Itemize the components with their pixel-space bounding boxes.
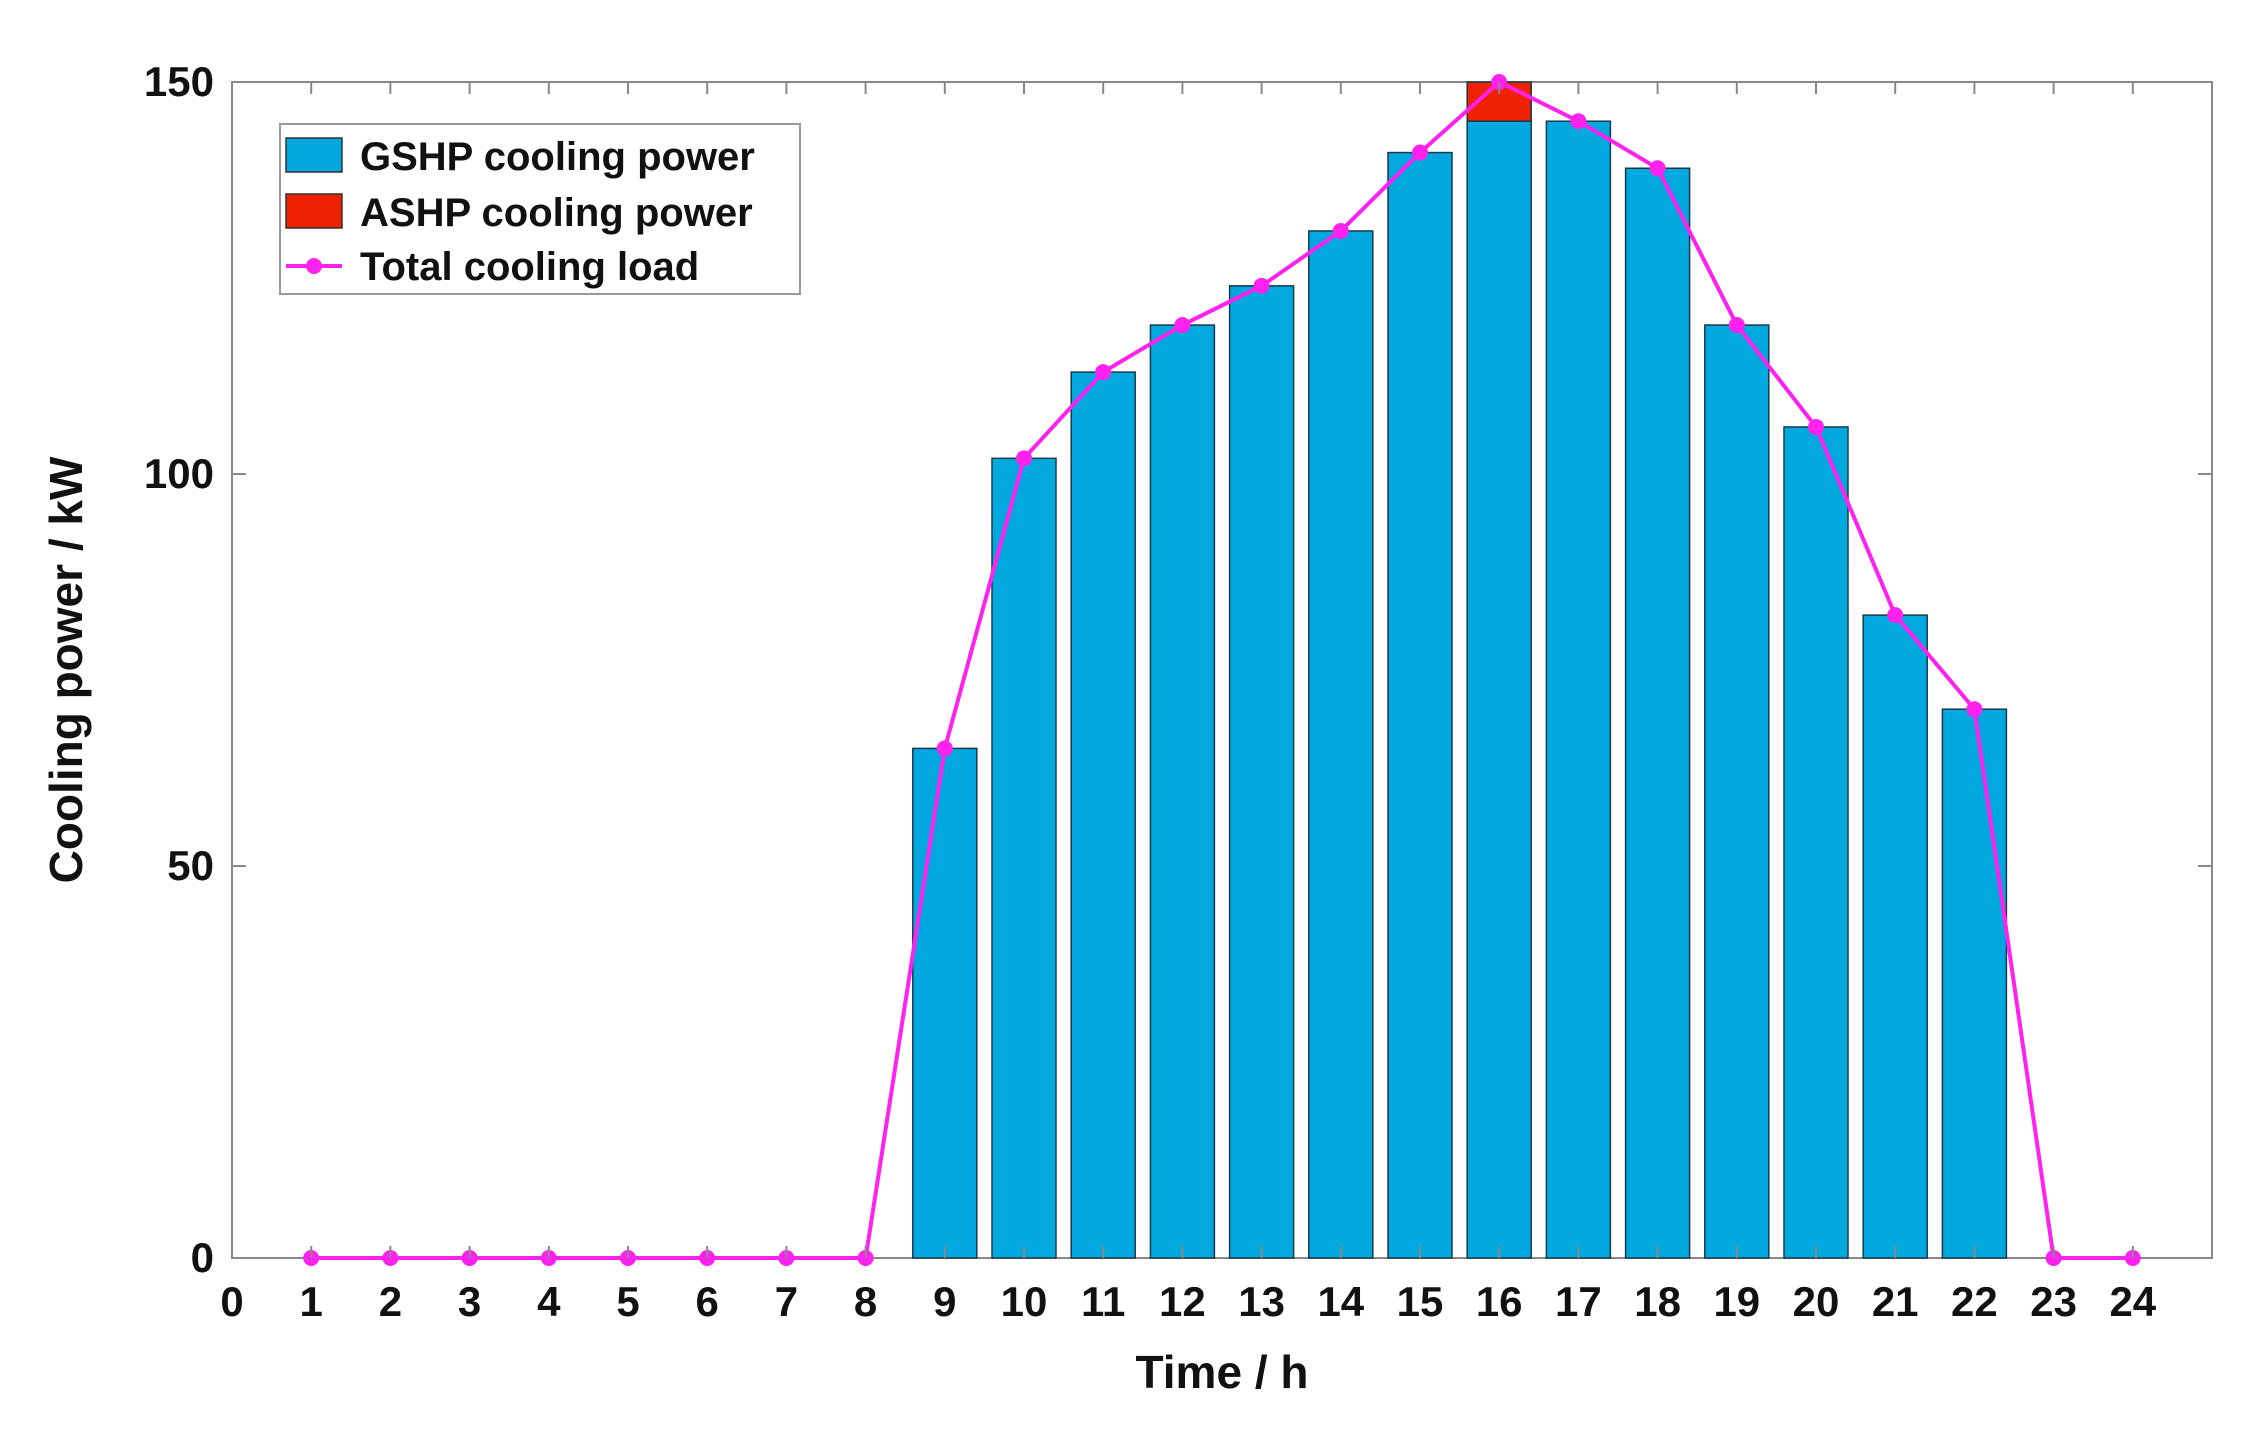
x-tick-label-3: 3 [458, 1278, 481, 1325]
bar-gshp-10 [991, 457, 1057, 1259]
tick-labels: 0 1 2 3 4 5 6 7 8 9 10 11 12 13 14 15 16 17 18 19 20 21 22 23 24… [144, 58, 2157, 1325]
x-tick-label-23: 23 [2030, 1278, 2077, 1325]
legend-swatch-gshp [285, 137, 343, 173]
bar-gshp-20 [1783, 426, 1849, 1259]
y-axis-title: Cooling power / kW [40, 456, 92, 883]
x-tick-label-18: 18 [1634, 1278, 1681, 1325]
x-tick-label-9: 9 [933, 1278, 956, 1325]
legend-swatch-ashp [285, 193, 343, 229]
x-tick-label-8: 8 [854, 1278, 877, 1325]
y-tick-label-50: 50 [167, 842, 214, 889]
x-tick-label-2: 2 [379, 1278, 402, 1325]
x-tick-label-22: 22 [1951, 1278, 1998, 1325]
x-tick-label-7: 7 [775, 1278, 798, 1325]
bar-gshp-22 [1941, 708, 2008, 1259]
total-load-point-21 [1887, 607, 1904, 624]
total-load-point-11 [1095, 364, 1112, 381]
legend-label-ashp: ASHP cooling power [360, 191, 753, 235]
x-tick-label-24: 24 [2109, 1278, 2156, 1325]
x-tick-label-10: 10 [1001, 1278, 1048, 1325]
total-load-point-15 [1412, 144, 1428, 161]
total-load-point-9 [936, 740, 953, 757]
x-tick-label-0: 0 [220, 1278, 243, 1325]
line-layer [303, 74, 2141, 1266]
bar-gshp-21 [1862, 614, 1928, 1259]
legend: GSHP cooling power ASHP cooling power To… [279, 123, 801, 295]
total-load-line [311, 79, 2133, 1260]
legend-marker-total-load [306, 258, 322, 274]
x-tick-label-15: 15 [1397, 1278, 1444, 1325]
bars-layer [912, 81, 2008, 1259]
x-tick-label-20: 20 [1793, 1278, 1840, 1325]
x-tick-label-13: 13 [1238, 1278, 1285, 1325]
total-load-point-14 [1332, 222, 1349, 239]
axes-layer [231, 81, 2212, 1259]
legend-box [279, 123, 801, 295]
x-axis-title: Time / h [1136, 1346, 1309, 1398]
x-tick-label-6: 6 [696, 1278, 719, 1325]
total-load-point-17 [1570, 113, 1587, 130]
x-tick-label-16: 16 [1476, 1278, 1523, 1325]
legend-label-total-load: Total cooling load [360, 245, 699, 289]
total-load-point-18 [1649, 160, 1666, 177]
total-load-point-12 [1174, 317, 1191, 334]
total-load-point-19 [1728, 317, 1745, 334]
x-tick-label-21: 21 [1872, 1278, 1919, 1325]
legend-label-gshp: GSHP cooling power [360, 135, 755, 179]
x-tick-label-12: 12 [1159, 1278, 1206, 1325]
bar-gshp-12 [1149, 324, 1216, 1259]
total-load-point-10 [1016, 450, 1032, 467]
x-tick-label-11: 11 [1081, 1278, 1125, 1325]
bar-gshp-18 [1624, 167, 1691, 1259]
x-tick-label-19: 19 [1713, 1278, 1760, 1325]
x-tick-label-1: 1 [300, 1278, 323, 1325]
y-tick-label-100: 100 [144, 450, 214, 497]
y-tick-label-0: 0 [191, 1234, 214, 1281]
bar-gshp-17 [1545, 120, 1612, 1259]
bar-gshp-14 [1308, 230, 1374, 1259]
total-load-point-20 [1808, 418, 1824, 435]
x-tick-label-4: 4 [537, 1278, 561, 1325]
total-load-point-13 [1253, 277, 1270, 294]
x-tick-label-17: 17 [1555, 1278, 1602, 1325]
bar-gshp-9 [912, 747, 978, 1259]
bar-gshp-19 [1704, 324, 1770, 1259]
bar-gshp-13 [1228, 285, 1295, 1259]
x-tick-label-5: 5 [616, 1278, 639, 1325]
bar-gshp-15 [1387, 151, 1453, 1259]
total-load-point-22 [1966, 701, 1983, 718]
bar-gshp-16 [1466, 120, 1532, 1259]
y-tick-label-150: 150 [144, 58, 214, 105]
x-tick-label-14: 14 [1317, 1278, 1364, 1325]
bar-gshp-11 [1070, 371, 1136, 1259]
